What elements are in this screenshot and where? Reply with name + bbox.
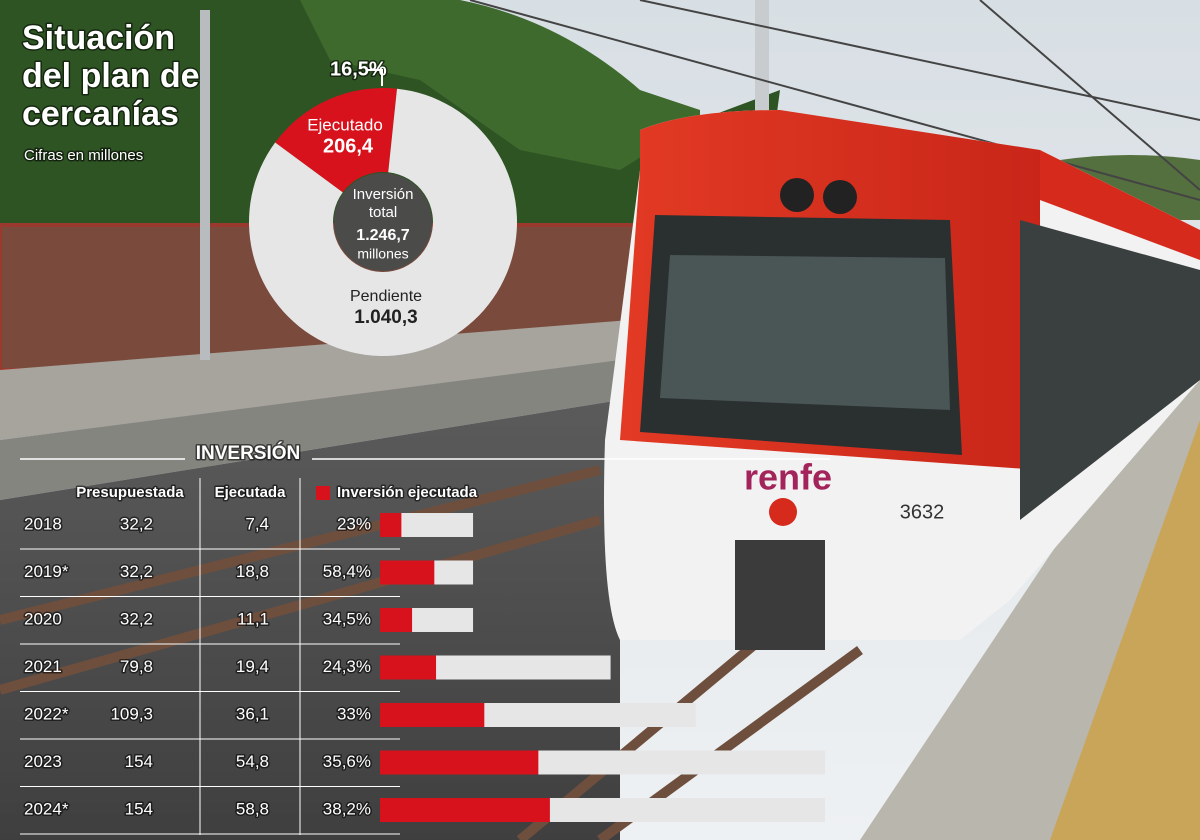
percent-value: 38,2%	[323, 799, 371, 818]
budget-value: 154	[125, 799, 153, 818]
center-text: total	[369, 204, 397, 221]
executed-value: 7,4	[245, 514, 269, 533]
legend-label: Inversión ejecutada	[337, 484, 478, 501]
budget-value: 154	[125, 752, 153, 771]
legend-swatch	[316, 486, 330, 500]
year-label: 2018	[24, 514, 62, 533]
year-label: 2023	[24, 752, 62, 771]
executed-bar	[380, 513, 402, 537]
executed-value: 58,8	[236, 799, 269, 818]
percent-value: 34,5%	[323, 609, 371, 628]
column-header: Presupuestada	[76, 484, 184, 501]
center-text: Inversión	[353, 186, 414, 203]
executed-value: 11,1	[237, 609, 269, 628]
pie-slice	[275, 87, 398, 193]
center-unit: millones	[357, 246, 408, 262]
year-label: 2020	[24, 609, 62, 628]
percent-value: 23%	[337, 514, 371, 533]
slice-value: 206,4	[323, 135, 374, 157]
executed-value: 54,8	[236, 752, 269, 771]
slice-label: Ejecutado	[307, 115, 383, 134]
year-label: 2022*	[24, 704, 69, 723]
executed-value: 18,8	[236, 562, 269, 581]
title-line: Situación	[22, 19, 175, 57]
executed-value: 19,4	[236, 657, 269, 676]
executed-bar	[380, 703, 485, 727]
title-line: cercanías	[22, 95, 179, 133]
executed-bar	[380, 798, 550, 822]
column-header: Ejecutada	[215, 484, 287, 501]
pie-slice	[249, 88, 517, 356]
year-label: 2019*	[24, 562, 69, 581]
budget-value: 109,3	[110, 704, 153, 723]
percent-value: 58,4%	[323, 562, 371, 581]
budget-value: 32,2	[120, 514, 153, 533]
percent-value: 24,3%	[323, 657, 371, 676]
budget-value: 32,2	[120, 562, 153, 581]
donut-center	[334, 173, 432, 271]
slice-label: Pendiente	[350, 288, 422, 305]
percent-bracket	[366, 69, 383, 86]
table-title: INVERSIÓN	[196, 442, 301, 464]
center-total: 1.246,7	[356, 227, 409, 244]
subtitle: Cifras en millones	[24, 147, 143, 164]
executed-bar	[380, 608, 413, 632]
executed-bar	[380, 655, 437, 680]
year-label: 2021	[24, 657, 62, 676]
slice-value: 1.040,3	[354, 307, 417, 328]
percent-value: 33%	[337, 704, 371, 723]
svg-text:3632: 3632	[900, 501, 945, 523]
percent-value: 35,6%	[323, 752, 371, 771]
executed-value: 36,1	[236, 704, 269, 723]
svg-text:renfe: renfe	[744, 457, 832, 498]
budget-value: 79,8	[120, 657, 153, 676]
executed-bar	[380, 750, 539, 775]
budget-value: 32,2	[120, 609, 153, 628]
executed-bar	[380, 560, 435, 585]
year-label: 2024*	[24, 799, 69, 818]
title-line: del plan de	[22, 57, 200, 95]
